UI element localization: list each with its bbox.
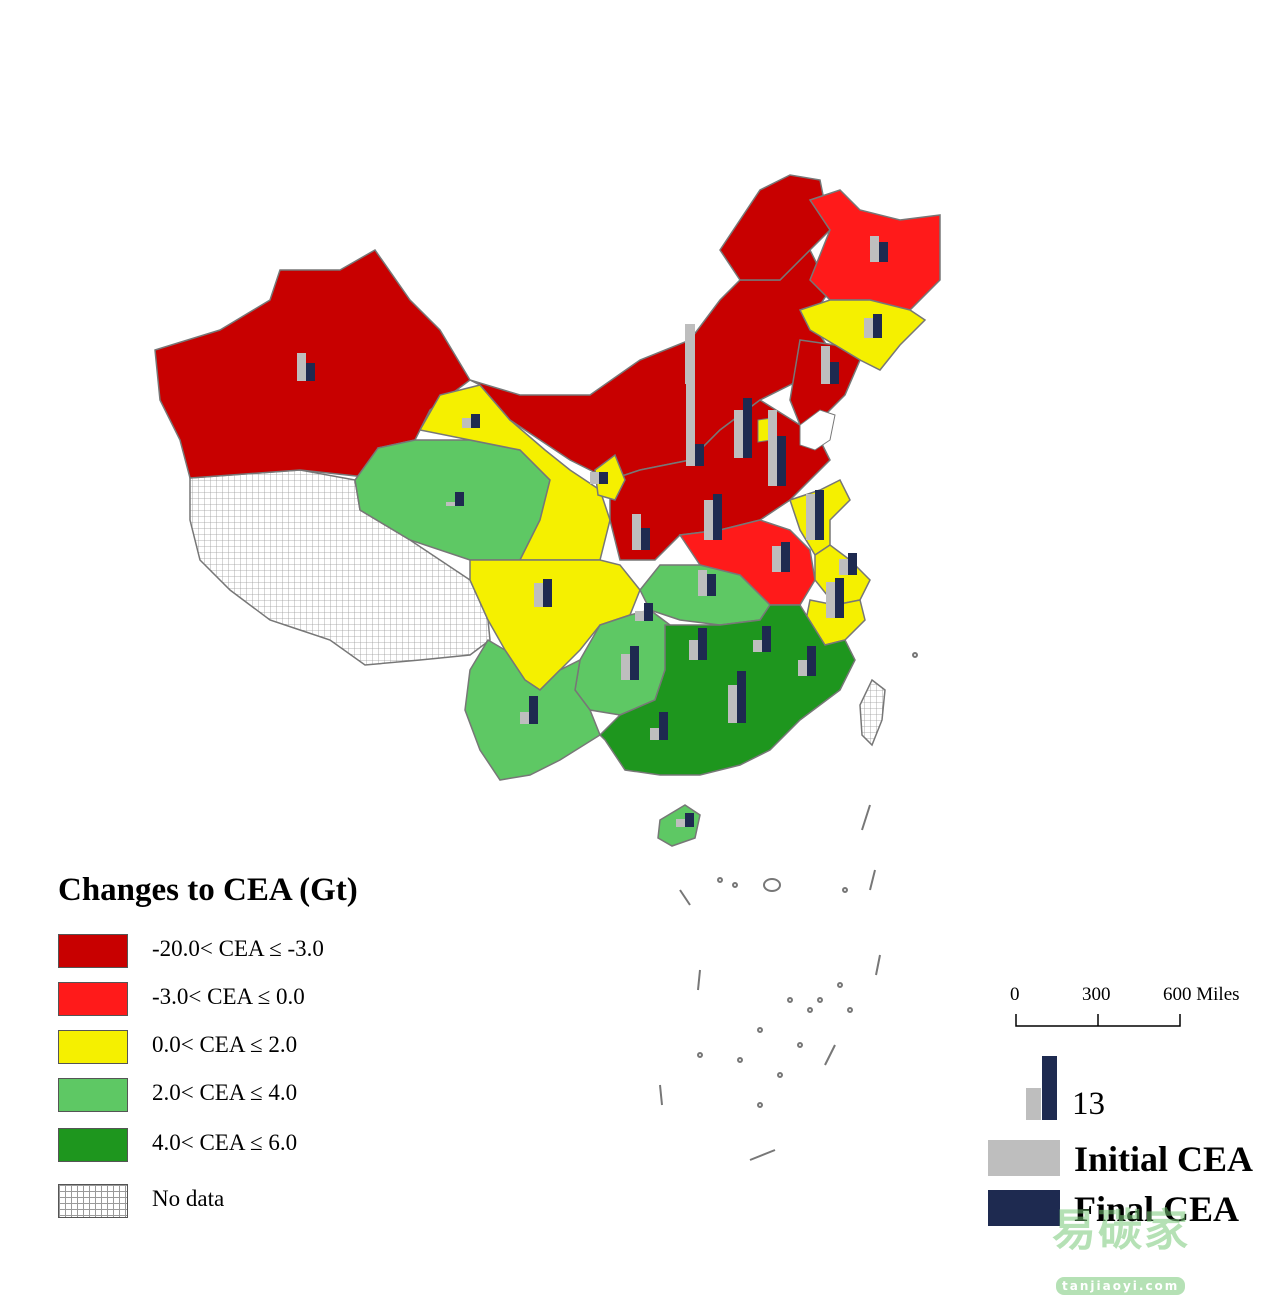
initial-cea-swatch	[988, 1140, 1060, 1176]
region-sichuan	[469, 559, 641, 691]
legend-label: -20.0< CEA ≤ -3.0	[152, 936, 324, 961]
initial-cea-bar	[676, 819, 685, 827]
final-cea-bar	[762, 626, 771, 652]
region-jilin	[798, 299, 927, 371]
final-cea-bar	[659, 712, 668, 740]
legend-swatch	[58, 1030, 128, 1064]
region-taiwan	[859, 678, 886, 747]
final-cea-label: Final CEA	[1074, 1189, 1240, 1229]
initial-cea-bar	[839, 559, 848, 575]
final-cea-bar	[815, 490, 824, 540]
final-cea-bar	[471, 414, 480, 428]
initial-cea-bar	[734, 410, 743, 458]
region-ningxia	[594, 453, 626, 501]
initial-cea-bar	[870, 236, 879, 262]
initial-cea-bar	[864, 318, 873, 338]
final-cea-bar	[707, 574, 716, 596]
final-cea-bar	[873, 314, 882, 338]
bar-key-final	[1042, 1056, 1057, 1120]
final-cea-bar	[599, 472, 608, 484]
legend-title: Changes to CEA (Gt)	[58, 872, 358, 908]
south-sea-islands	[659, 652, 918, 1161]
initial-cea-label: Initial CEA	[1074, 1139, 1254, 1179]
final-cea-bar	[641, 528, 650, 550]
watermark-logo: 易碳家 tanjiaoyi.com	[1052, 1194, 1268, 1309]
final-cea-bar	[713, 494, 722, 540]
legend-swatch	[58, 1078, 128, 1112]
final-cea-bar	[830, 362, 839, 384]
legend-swatch	[58, 1128, 128, 1162]
legend-swatch-no-data	[58, 1184, 128, 1218]
bohai-sea	[799, 409, 836, 451]
initial-cea-bar	[798, 660, 807, 676]
final-cea-swatch	[988, 1190, 1060, 1226]
final-cea-bar	[698, 628, 707, 660]
initial-cea-bar	[650, 728, 659, 740]
legend-label: -3.0< CEA ≤ 0.0	[152, 984, 305, 1009]
initial-cea-bar	[806, 494, 815, 540]
legend-label: 4.0< CEA ≤ 6.0	[152, 1130, 298, 1155]
legend-label: 2.0< CEA ≤ 4.0	[152, 1080, 298, 1105]
china-map	[154, 174, 1181, 1161]
initial-cea-bar	[686, 324, 695, 466]
final-cea-bar	[781, 542, 790, 572]
legend-swatch	[58, 934, 128, 968]
legend-label: No data	[152, 1186, 225, 1211]
final-cea-bar	[455, 492, 464, 506]
scale-tick-600: 600 Miles	[1163, 984, 1240, 1005]
final-cea-bar	[630, 646, 639, 680]
initial-cea-bar	[446, 502, 455, 506]
cea-bars	[297, 236, 888, 827]
bar-key-initial	[1026, 1088, 1041, 1120]
initial-cea-bar	[590, 472, 599, 484]
final-cea-bar	[306, 363, 315, 381]
final-cea-bar	[835, 578, 844, 618]
initial-cea-bar	[685, 324, 694, 384]
final-cea-bar	[529, 696, 538, 724]
final-cea-bar	[685, 813, 694, 827]
initial-cea-bar	[772, 546, 781, 572]
initial-cea-bar	[632, 514, 641, 550]
final-cea-bar	[807, 646, 816, 676]
initial-cea-bar	[689, 640, 698, 660]
bar-key-value: 13	[1072, 1086, 1105, 1122]
final-cea-bar	[644, 603, 653, 621]
initial-cea-bar	[821, 346, 830, 384]
initial-cea-bar	[621, 654, 630, 680]
initial-cea-bar	[534, 583, 543, 607]
scale-tick-0: 0	[1010, 984, 1020, 1005]
final-cea-bar	[777, 436, 786, 486]
initial-cea-bar	[826, 582, 835, 618]
watermark-text: 易碳家	[1052, 1205, 1190, 1256]
initial-cea-bar	[635, 611, 644, 621]
initial-cea-bar	[728, 685, 737, 723]
initial-cea-bar	[297, 353, 306, 381]
final-cea-bar	[737, 671, 746, 723]
initial-cea-bar	[698, 570, 707, 596]
final-cea-bar	[543, 579, 552, 607]
scale-tick-300: 300	[1082, 984, 1111, 1005]
final-cea-bar	[848, 553, 857, 575]
initial-cea-bar	[704, 500, 713, 540]
legend-swatch	[58, 982, 128, 1016]
legend-label: 0.0< CEA ≤ 2.0	[152, 1032, 298, 1057]
final-cea-bar	[743, 398, 752, 458]
final-cea-bar	[879, 242, 888, 262]
final-cea-bar	[695, 444, 704, 466]
initial-cea-bar	[768, 410, 777, 486]
initial-cea-bar	[520, 712, 529, 724]
initial-cea-bar	[753, 640, 762, 652]
scale-bar	[1015, 1014, 1181, 1027]
watermark-sub: tanjiaoyi.com	[1056, 1277, 1186, 1295]
initial-cea-bar	[462, 418, 471, 428]
